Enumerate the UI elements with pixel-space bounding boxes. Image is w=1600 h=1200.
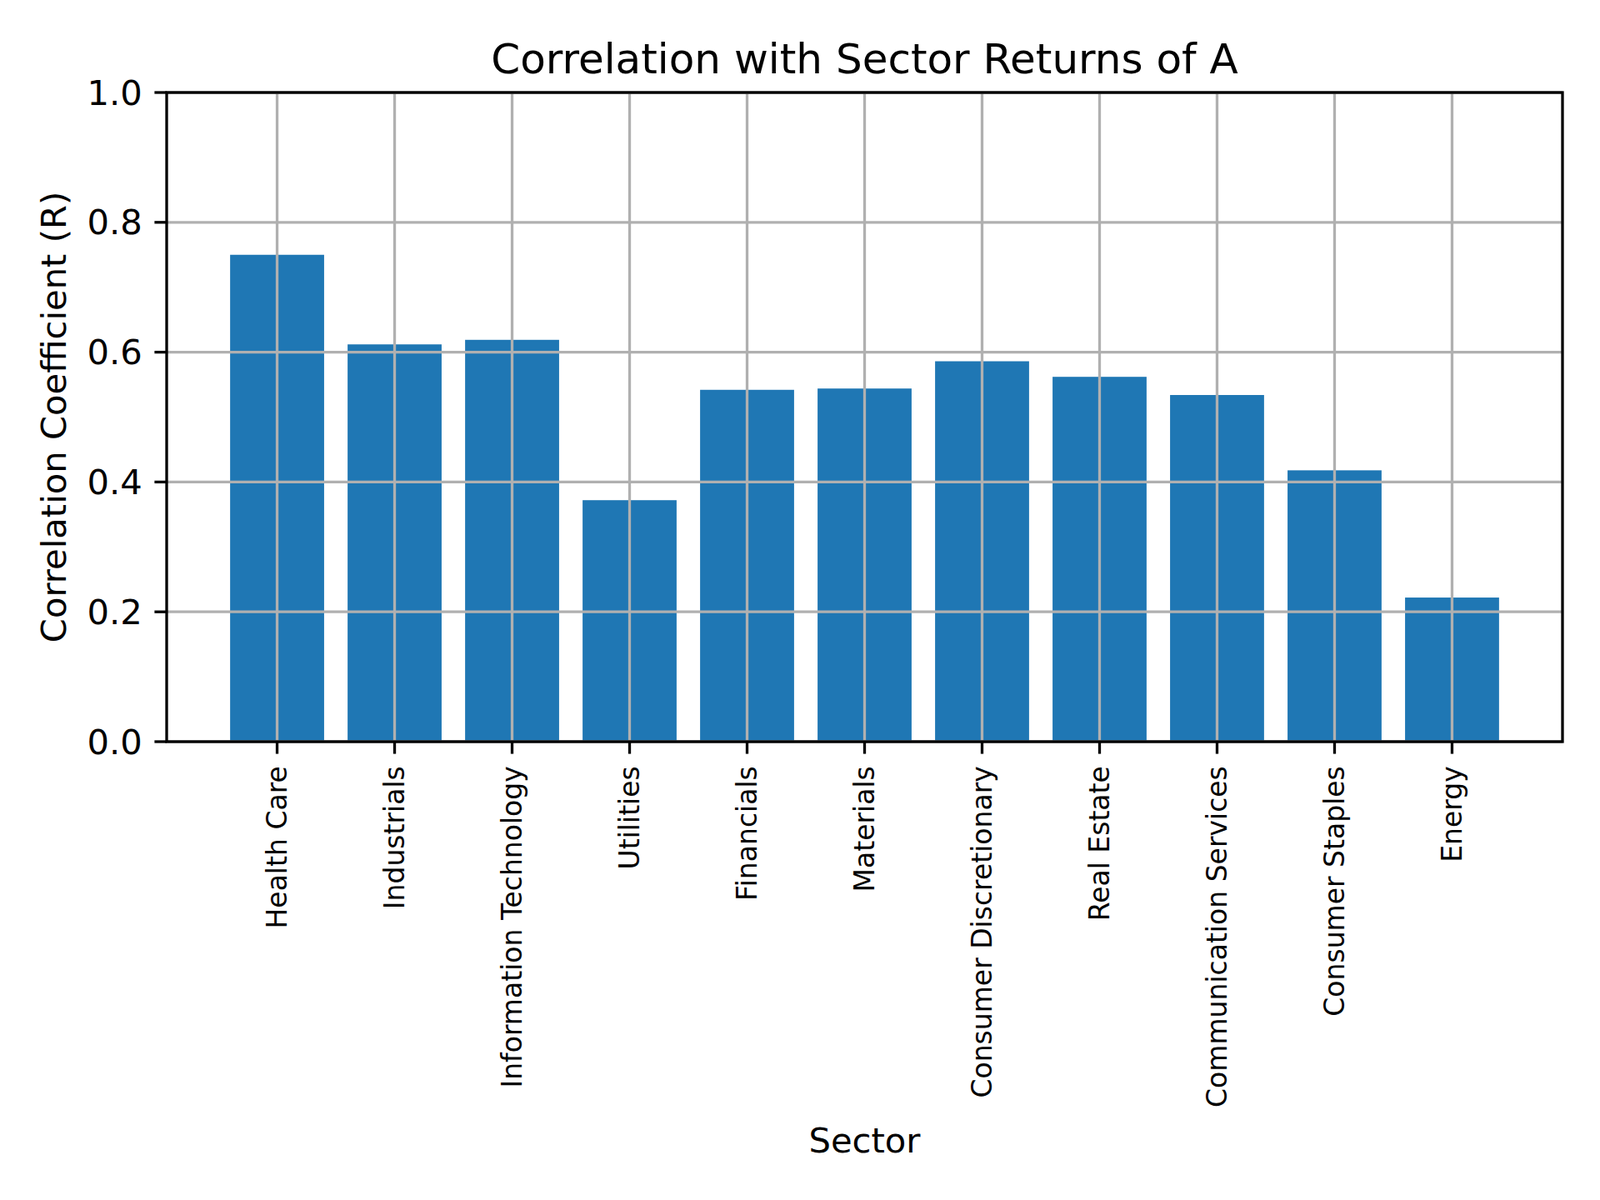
x-grid-line <box>1333 92 1336 742</box>
plot-frame <box>166 92 1563 742</box>
x-tick-label: Consumer Discretionary <box>965 765 999 1098</box>
y-tick <box>154 740 167 743</box>
y-tick <box>154 350 167 354</box>
grid <box>166 92 1563 742</box>
y-axis: 0.0 0.2 0.4 0.6 0.8 1.0 <box>86 72 167 763</box>
x-tick-label: Real Estate <box>1083 765 1116 921</box>
y-tick-label: 0.2 <box>86 591 142 633</box>
x-tick-label: Health Care <box>260 765 294 929</box>
y-tick-label: 0.6 <box>86 331 142 373</box>
chart-svg: 0.0 0.2 0.4 0.6 0.8 1.0 Health Care Industrials… <box>0 0 1600 1200</box>
y-tick-label: 1.0 <box>86 72 142 114</box>
x-grid-line <box>510 92 514 742</box>
x-tick <box>393 741 396 755</box>
x-grid-line <box>1450 92 1454 742</box>
y-tick <box>154 90 167 94</box>
x-grid-line <box>393 92 396 742</box>
x-grid-line <box>275 92 279 742</box>
x-tick <box>1215 741 1219 755</box>
x-tick-label: Communication Services <box>1200 765 1234 1108</box>
x-grid-line <box>980 92 984 742</box>
x-grid-line <box>628 92 631 742</box>
x-tick <box>1333 741 1336 755</box>
x-grid-line <box>863 92 866 742</box>
x-tick <box>510 741 514 755</box>
x-tick <box>1098 741 1101 755</box>
y-tick <box>154 480 167 484</box>
page: {"chart_data": {"type": "bar", "title": … <box>0 0 1600 1200</box>
y-tick <box>154 610 167 614</box>
x-tick-label: Utilities <box>613 765 646 870</box>
x-grid-line <box>1215 92 1219 742</box>
title: Correlation with Sector Returns of A <box>490 35 1238 84</box>
x-grid-line <box>1098 92 1101 742</box>
y-tick-label: 0.4 <box>86 461 142 503</box>
x-tick-label: Materials <box>848 765 881 892</box>
background <box>0 0 1600 1200</box>
x-tick <box>863 741 866 755</box>
x-tick-label: Industrials <box>378 765 411 910</box>
y-tick-label: 0.0 <box>86 721 142 763</box>
x-tick-label: Information Technology <box>495 765 529 1088</box>
x-tick <box>1450 741 1454 755</box>
x-tick <box>628 741 631 755</box>
x-tick <box>275 741 279 755</box>
y-axis-label: Correlation Coefficient (R) <box>33 191 75 643</box>
x-tick <box>745 741 749 755</box>
y-tick-label: 0.8 <box>86 201 142 243</box>
x-grid-line <box>745 92 749 742</box>
x-tick-label: Consumer Staples <box>1318 765 1351 1016</box>
chart-container: 0.0 0.2 0.4 0.6 0.8 1.0 Health Care Industrials… <box>0 0 1600 1200</box>
y-tick <box>154 220 167 224</box>
x-tick-label: Energy <box>1435 765 1469 863</box>
x-axis-label: Sector <box>808 1120 921 1161</box>
x-tick-label: Financials <box>730 765 764 901</box>
x-axis: Health Care Industrials Information Techno… <box>260 741 1469 1108</box>
x-tick <box>980 741 984 755</box>
